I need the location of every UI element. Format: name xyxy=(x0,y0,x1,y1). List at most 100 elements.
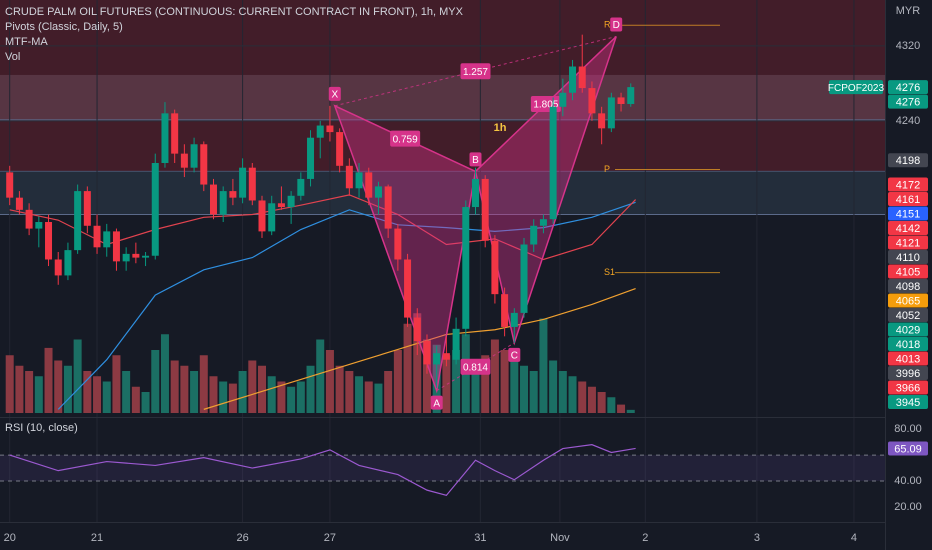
point-label: D xyxy=(613,20,620,31)
ratio-box xyxy=(390,130,421,147)
x-tick-label: 4 xyxy=(851,532,857,544)
price-label: 3996 xyxy=(896,368,920,380)
candle-body xyxy=(209,184,217,215)
x-tick-label: 26 xyxy=(236,532,248,544)
volume-bar xyxy=(374,383,383,413)
volume-bar xyxy=(442,355,451,413)
volume-bar xyxy=(83,371,92,413)
price-label-box xyxy=(888,366,928,381)
volume-bar xyxy=(364,381,373,413)
ratio-box xyxy=(460,63,491,80)
symbol-label: FCPOF2023 xyxy=(828,83,885,94)
volume-bar xyxy=(452,350,461,413)
volume-bar xyxy=(93,376,102,413)
candle-body xyxy=(122,253,130,262)
x-tick-label: Nov xyxy=(550,532,570,544)
zone xyxy=(0,171,885,215)
x-tick-label: 3 xyxy=(754,532,760,544)
symbol-box xyxy=(829,80,883,95)
candle-body xyxy=(510,312,518,327)
price-label: 3966 xyxy=(896,382,920,394)
zones xyxy=(0,0,885,216)
candle-body xyxy=(413,317,421,341)
volume-bar xyxy=(277,381,286,413)
point-label: C xyxy=(511,351,518,362)
volume-bar xyxy=(393,350,402,413)
candle-body xyxy=(25,209,33,229)
candle-body xyxy=(491,240,499,295)
price-label-box xyxy=(888,250,928,265)
candle-body xyxy=(229,191,237,198)
volume-bar xyxy=(510,360,519,413)
price-label: 4029 xyxy=(896,324,920,336)
x-tick-label: 21 xyxy=(91,532,103,544)
price-label-box xyxy=(888,235,928,250)
candle-body xyxy=(171,113,179,154)
candle-body xyxy=(277,203,285,208)
volume-bar xyxy=(568,376,577,413)
candle-body xyxy=(471,178,479,208)
price-label: 4276 xyxy=(896,97,920,109)
candles xyxy=(6,34,635,388)
volume-bar xyxy=(238,371,247,413)
volume-bar xyxy=(597,392,606,413)
rsi-value-label: 65.09 xyxy=(894,443,922,455)
volume-bar xyxy=(306,365,315,413)
candle-body xyxy=(45,222,53,260)
candle-body xyxy=(607,97,615,129)
candle-body xyxy=(501,294,509,327)
timeframe-label: 1h xyxy=(494,122,507,134)
price-label-box xyxy=(888,279,928,294)
volume-bar xyxy=(325,350,334,413)
x-tick-label: 27 xyxy=(324,532,336,544)
price-label: 3945 xyxy=(896,397,920,409)
candle-body xyxy=(627,87,635,104)
point-label: X xyxy=(331,89,338,100)
pivot-label: P xyxy=(604,164,610,174)
candle-body xyxy=(394,228,402,260)
volume-bar xyxy=(422,339,431,413)
volume-bar xyxy=(180,365,189,413)
price-label-box xyxy=(888,293,928,308)
price-label: 4142 xyxy=(896,223,920,235)
candle-body xyxy=(578,66,586,89)
candle-body xyxy=(132,253,140,258)
volume-bar xyxy=(607,397,616,413)
candle-body xyxy=(462,207,470,329)
price-label-box xyxy=(888,380,928,395)
candle-body xyxy=(433,353,441,365)
volume-bar xyxy=(248,360,257,413)
price-label-box xyxy=(888,322,928,337)
candle-body xyxy=(442,353,450,360)
candle-body xyxy=(161,113,169,164)
volume-bar xyxy=(587,386,596,413)
rsi-title: RSI (10, close) xyxy=(5,422,78,434)
candle-body xyxy=(598,113,606,129)
volume-bar xyxy=(44,347,53,413)
candle-body xyxy=(617,97,625,104)
volume-bar xyxy=(219,381,228,413)
volume-bar xyxy=(258,365,267,413)
volume-bar xyxy=(112,355,121,413)
indicator: Pivots (Classic, Daily, 5) xyxy=(5,21,123,33)
candle-body xyxy=(268,203,276,232)
volume-bar xyxy=(617,404,626,413)
rsi-value-box xyxy=(888,441,928,456)
point-box xyxy=(328,86,341,101)
candle-body xyxy=(239,167,247,198)
y-tick-label: 4240 xyxy=(896,115,920,127)
price-label-box xyxy=(888,351,928,366)
candle-body xyxy=(423,340,431,365)
price-label: 4151 xyxy=(896,208,920,220)
price-label: 4121 xyxy=(896,237,920,249)
volume-bar xyxy=(151,350,160,413)
candle-body xyxy=(54,259,62,276)
point-box xyxy=(610,17,623,32)
indicator: Vol xyxy=(5,51,20,63)
candle-body xyxy=(374,186,382,198)
volume-bar xyxy=(287,386,296,413)
candle-body xyxy=(588,88,596,114)
candle-body xyxy=(355,172,363,189)
